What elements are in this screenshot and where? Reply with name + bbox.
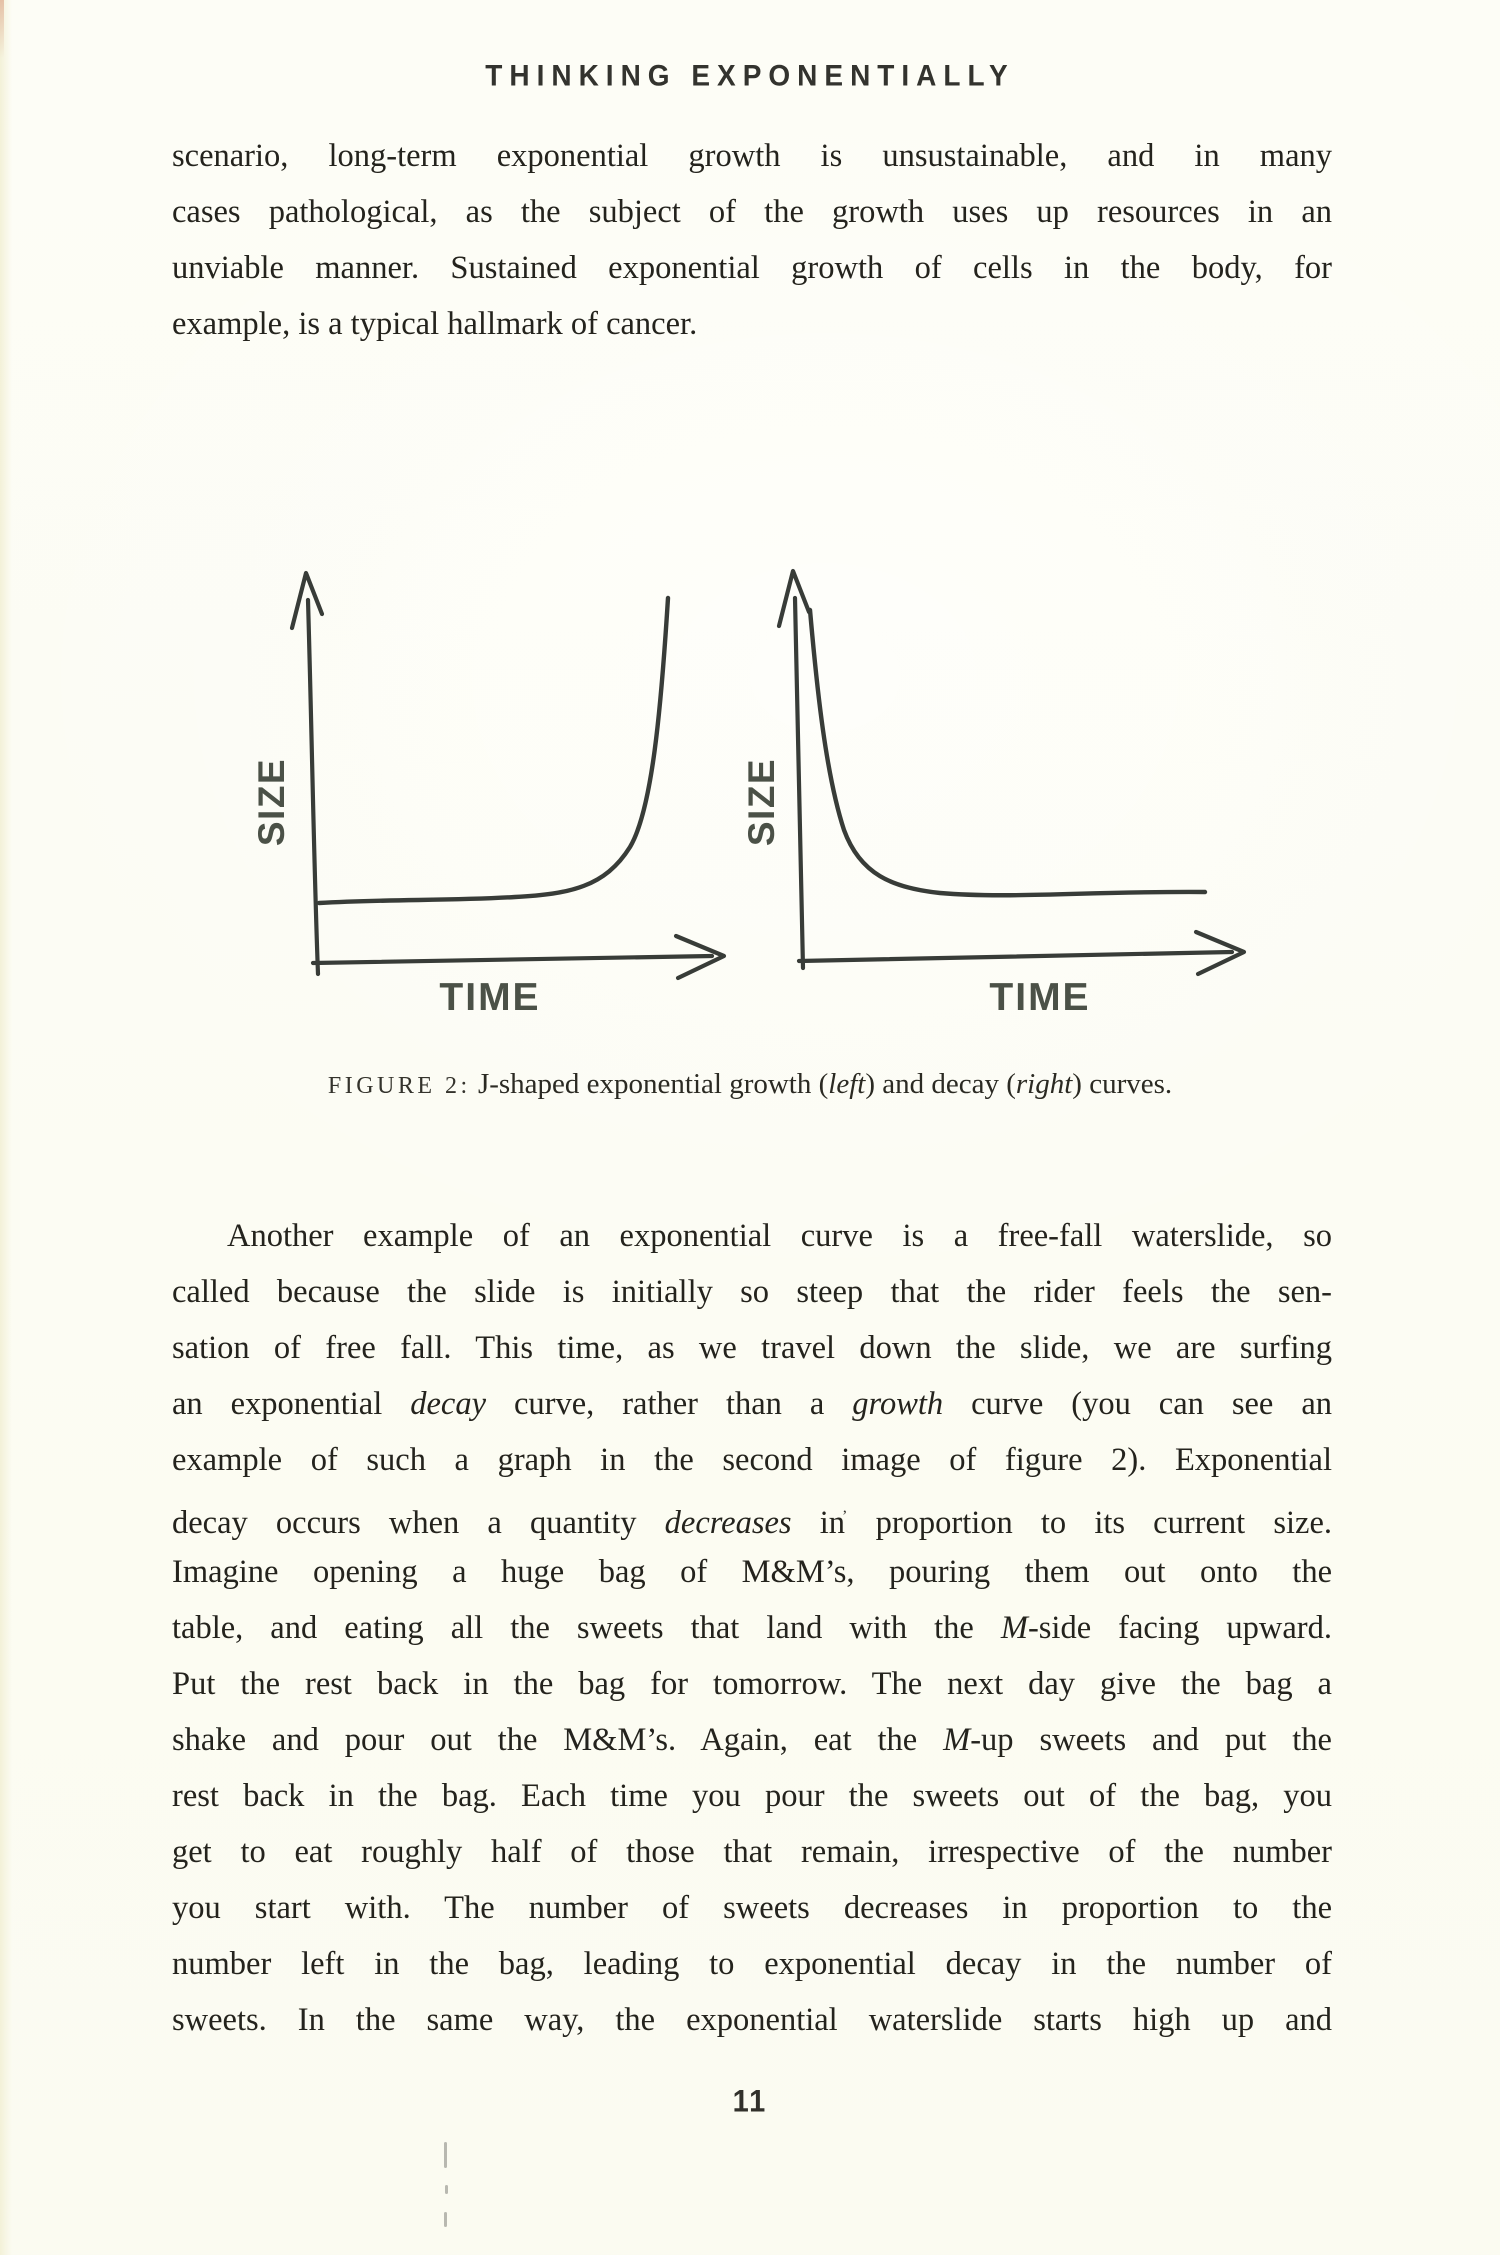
running-header: THINKING EXPONENTIALLY [485, 59, 1015, 92]
paragraph-2: Another example of an exponential curve … [172, 1208, 1332, 2048]
scan-edge-shading [0, 0, 12, 2255]
left-x-axis [310, 953, 715, 966]
right-y-axis-arrowhead-icon [776, 568, 812, 629]
text-line: scenario, long-term exponential growth i… [172, 138, 1332, 174]
scan-speck-artifact [445, 2185, 448, 2194]
right-y-axis [792, 595, 806, 971]
left-y-axis-label: SIZE [251, 758, 292, 846]
page-number: 11 [732, 2084, 768, 2120]
text-line: example of such a graph in the second im… [172, 1442, 1332, 1478]
text-line: Another example of an exponential curve … [227, 1218, 1332, 1254]
left-growth-curve [316, 595, 671, 906]
right-decay-plot [776, 568, 1247, 977]
right-y-axis-label: SIZE [741, 758, 782, 846]
left-growth-plot [289, 570, 727, 981]
figure-2-sketch: SIZE TIME SIZE TIME [251, 568, 1247, 1019]
right-x-axis [796, 949, 1235, 964]
text-line: number left in the bag, leading to expon… [172, 1946, 1332, 1982]
right-decay-curve [807, 607, 1208, 898]
text-line: Imagine opening a huge bag of M&M’s, pou… [172, 1554, 1332, 1590]
text-line: sweets. In the same way, the exponential… [172, 2002, 1332, 2038]
text-line: table, and eating all the sweets that la… [172, 1610, 1332, 1646]
scan-speck-artifact [444, 2212, 447, 2227]
text-line: get to eat roughly half of those that re… [172, 1834, 1332, 1870]
scan-speck-artifact [444, 2142, 447, 2168]
right-x-axis-label: TIME [989, 976, 1090, 1019]
text-line: you start with. The number of sweets dec… [172, 1890, 1332, 1926]
left-x-axis-label: TIME [439, 976, 540, 1019]
right-x-axis-arrowhead-icon [1193, 929, 1247, 977]
left-y-axis [305, 597, 321, 977]
paragraph-1: scenario, long-term exponential growth i… [172, 128, 1332, 352]
left-x-axis-arrowhead-icon [673, 933, 727, 981]
text-line: an exponential decay curve, rather than … [172, 1386, 1332, 1422]
text-line: called because the slide is initially so… [172, 1274, 1332, 1310]
text-line: sation of free fall. This time, as we tr… [172, 1330, 1332, 1366]
text-line: example, is a typical hallmark of cancer… [172, 306, 698, 342]
figure-caption: FIGURE 2: J-shaped exponential growth (l… [0, 1068, 1500, 1101]
text-line: cases pathological, as the subject of th… [172, 194, 1332, 230]
figure-caption-text: J-shaped exponential growth (left) and d… [477, 1068, 1173, 1100]
scan-edge-color-artifact [0, 0, 4, 58]
text-line: unviable manner. Sustained exponential g… [172, 250, 1332, 286]
text-line: shake and pour out the M&M’s. Again, eat… [172, 1722, 1332, 1758]
text-line: decay occurs when a quantity decreases i… [172, 1504, 1332, 1541]
figure-caption-label: FIGURE 2: [327, 1073, 471, 1099]
text-line: Put the rest back in the bag for tomorro… [172, 1666, 1332, 1702]
text-line: rest back in the bag. Each time you pour… [172, 1778, 1332, 1814]
left-y-axis-arrowhead-icon [289, 570, 325, 631]
